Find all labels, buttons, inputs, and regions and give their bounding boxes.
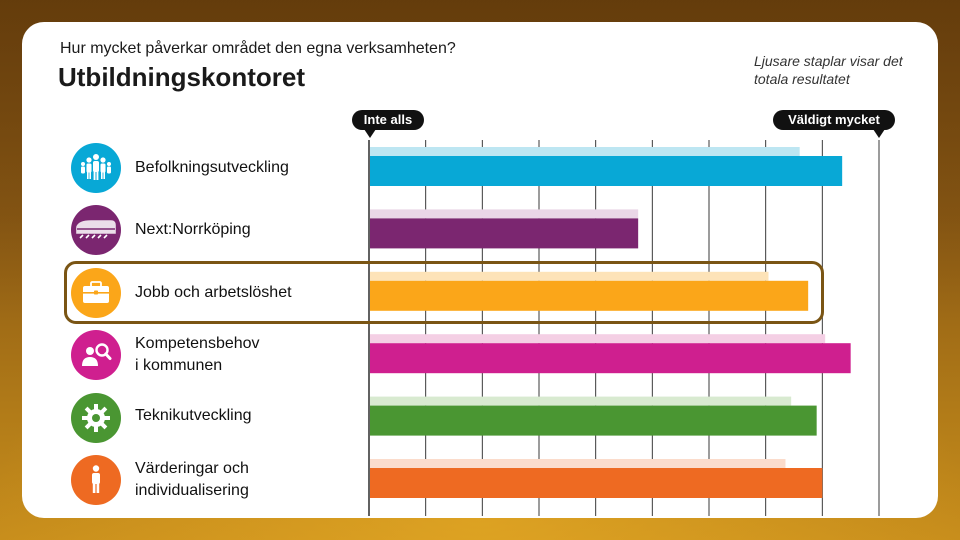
bar-total xyxy=(370,334,826,344)
legend-note: Ljusare staplar visar det totala resulta… xyxy=(754,53,903,87)
row-label: Befolkningsutveckling xyxy=(135,159,289,176)
bar-office xyxy=(370,218,639,249)
row-label: Jobb och arbetslöshet xyxy=(135,284,292,301)
bar-office xyxy=(370,156,843,186)
question-title: Hur mycket påverkar området den egna ver… xyxy=(60,40,456,57)
bar-office xyxy=(370,405,817,436)
row-label: Teknikutveckling xyxy=(135,407,252,424)
bar-total xyxy=(370,271,769,281)
person-icon xyxy=(71,455,121,505)
row-label: Kompetensbehov i kommunen xyxy=(135,335,260,374)
bar-office xyxy=(370,468,823,498)
gear-icon xyxy=(71,392,121,443)
bar-office xyxy=(370,343,851,374)
bar-total xyxy=(370,396,792,406)
people-icon xyxy=(71,143,121,193)
train-icon xyxy=(71,205,121,256)
scale-max-pointer xyxy=(873,129,885,138)
row-label: Next:Norrköping xyxy=(135,221,251,238)
office-title: Utbildningskontoret xyxy=(58,62,305,92)
scale-min-pointer xyxy=(364,129,376,138)
person-search-icon xyxy=(71,330,121,381)
bar-total xyxy=(370,209,639,219)
scale-max-label: Väldigt mycket xyxy=(773,110,895,130)
bar-total xyxy=(370,147,800,156)
row-label: Värderingar och individualisering xyxy=(135,460,249,499)
bar-office xyxy=(370,280,809,311)
highlight-frame xyxy=(64,261,824,324)
bar-total xyxy=(370,459,786,468)
scale-min-label: Inte alls xyxy=(352,110,424,130)
briefcase-icon xyxy=(71,267,121,318)
